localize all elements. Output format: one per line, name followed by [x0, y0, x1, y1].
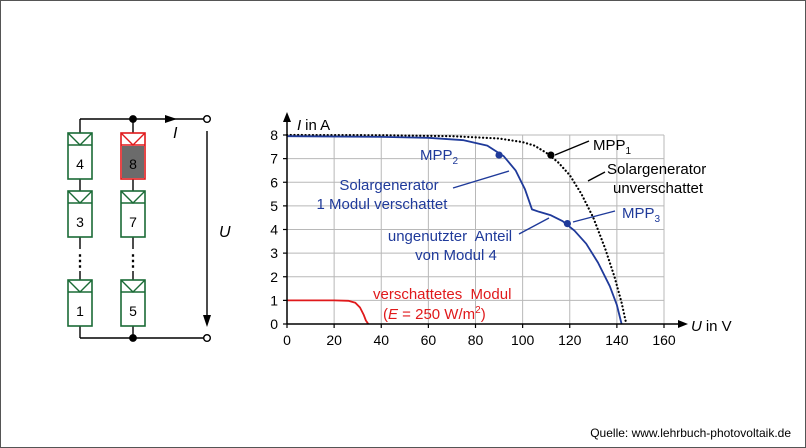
module-label-5: 5 [129, 303, 137, 319]
shaded-annotation-line1: Solargenerator [339, 177, 438, 194]
x-axis-arrowhead [678, 320, 688, 328]
mpp2-marker [495, 151, 503, 159]
terminal-bottom [202, 334, 211, 343]
x-gridlines [286, 135, 665, 328]
module-label-4: 4 [76, 156, 84, 172]
unused-annotation-line1: ungenutzter Anteil [388, 228, 512, 245]
x-tick-label: 160 [652, 332, 676, 348]
mpp3-marker [563, 219, 571, 228]
x-tick-label: 40 [373, 332, 389, 348]
unused-leader [518, 217, 550, 235]
module-label-3: 3 [76, 214, 84, 230]
x-tick-label: 0 [283, 332, 291, 348]
module-5: 5 [120, 279, 146, 327]
y-tick-label: 7 [270, 151, 278, 167]
circuit-diagram [79, 114, 211, 343]
module-8-shaded: 8 [120, 132, 146, 180]
shaded-annotation-line2: 1 Modul verschattet [317, 196, 449, 213]
module-7: 7 [120, 190, 146, 238]
y-tick-label: 8 [270, 127, 278, 143]
mpp-points [495, 151, 571, 228]
mpp3-leader [572, 210, 616, 223]
unshaded-annotation-line2: unverschattet [613, 180, 704, 197]
y-tick-label: 5 [270, 198, 278, 214]
current-arrow [165, 115, 177, 123]
unshaded-annotation-line1: Solargenerator [607, 161, 706, 178]
iv-chart: 0 1 2 3 4 5 6 7 8 0 20 40 60 80 100 120 140 160 [270, 112, 688, 348]
voltage-label: U [219, 224, 231, 241]
module-1: 1 [67, 279, 93, 327]
shaded-module-annotation-line2: (E = 250 W/m2) [383, 305, 486, 323]
x-tick-label: 80 [468, 332, 484, 348]
shaded-leader [452, 170, 510, 189]
voltage-arrowhead [203, 315, 211, 327]
unused-annotation-line2: von Modul 4 [415, 247, 497, 264]
mpp1-label: MPP1 [593, 137, 632, 157]
source-credit: Quelle: www.lehrbuch-photovoltaik.de [590, 426, 791, 440]
unshaded-curve [285, 133, 628, 326]
junction-dot [129, 115, 137, 123]
mpp1-leader [554, 140, 590, 156]
mpp3-label: MPP3 [622, 205, 661, 225]
shaded-module-annotation-line1: verschattetes Modul [373, 286, 511, 303]
module-3: 3 [67, 190, 93, 238]
y-tick-label: 4 [270, 222, 278, 238]
series-layer [285, 133, 628, 326]
y-tick-label: 6 [270, 174, 278, 190]
terminal-top [202, 114, 211, 123]
ellipsis-left: ⋮ [72, 253, 88, 270]
module-label-7: 7 [129, 214, 137, 230]
x-tick-label: 20 [326, 332, 342, 348]
y-tick-labels: 0 1 2 3 4 5 6 7 8 [270, 127, 278, 332]
x-tick-label: 100 [511, 332, 535, 348]
junction-dot [129, 334, 137, 342]
mpp1-marker [547, 151, 555, 159]
current-label: I [173, 125, 178, 142]
axes [283, 112, 688, 328]
y-tick-label: 2 [270, 269, 278, 285]
y-axis-arrowhead [283, 112, 291, 122]
y-tick-label: 0 [270, 316, 278, 332]
x-tick-label: 140 [605, 332, 629, 348]
module-label-1: 1 [76, 303, 84, 319]
x-tick-label: 60 [421, 332, 437, 348]
x-tick-labels: 0 20 40 60 80 100 120 140 160 [283, 332, 676, 348]
module-label-8: 8 [129, 156, 137, 172]
y-tick-label: 3 [270, 245, 278, 261]
ellipsis-right: ⋮ [125, 253, 141, 270]
shaded-module-curve [287, 299, 370, 325]
shaded-generator-curve [286, 135, 623, 325]
y-tick-label: 1 [270, 292, 278, 308]
mpp2-label: MPP2 [420, 147, 459, 167]
unshaded-leader [587, 171, 606, 182]
x-tick-label: 120 [558, 332, 582, 348]
module-4: 4 [67, 132, 93, 180]
